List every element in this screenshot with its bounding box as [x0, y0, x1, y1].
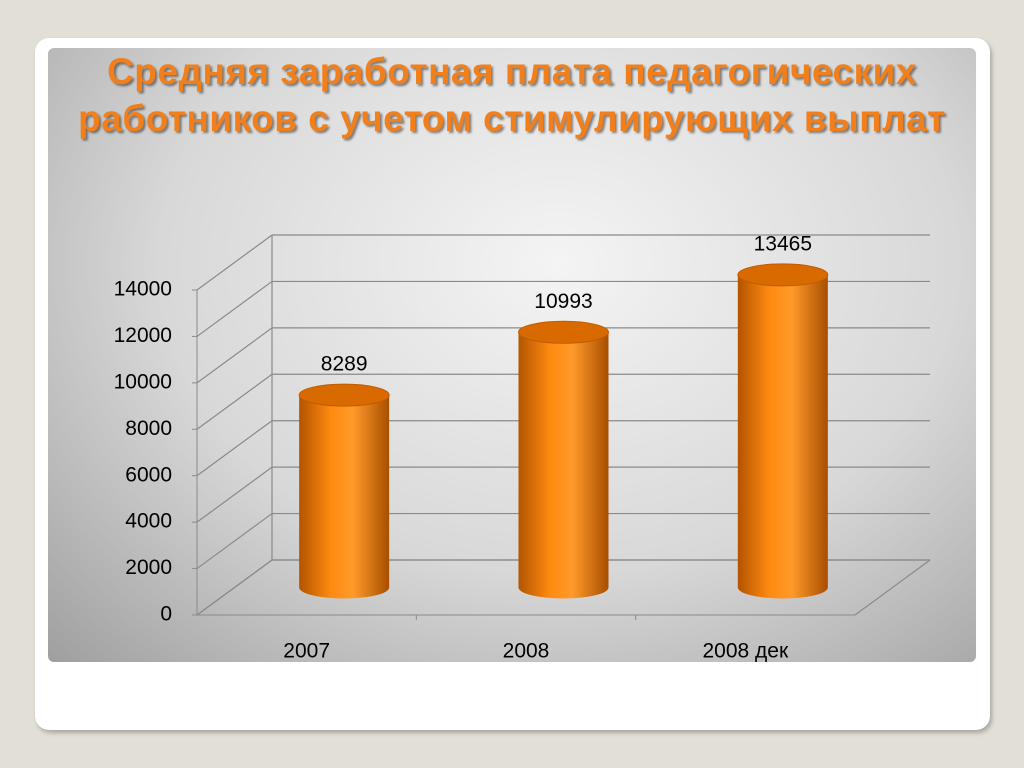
y-tick-label: 2000	[125, 556, 172, 579]
bar-top	[518, 320, 609, 344]
y-tick-label: 4000	[125, 510, 172, 533]
y-tick-label: 10000	[114, 370, 172, 393]
bar	[737, 274, 828, 599]
grid-line	[196, 327, 273, 384]
grid-line	[196, 420, 273, 477]
bar-top	[737, 263, 829, 287]
grid-line	[196, 280, 273, 337]
x-tick-label: 2008 дек	[702, 640, 788, 663]
y-tick-label: 6000	[125, 463, 172, 486]
bar	[518, 332, 609, 599]
y-tick-label: 12000	[114, 324, 172, 347]
chart-title: Средняя заработная плата педагогических …	[78, 51, 946, 139]
grid-line	[196, 513, 273, 570]
y-tick-label: 8000	[125, 417, 172, 440]
value-label: 8289	[321, 353, 368, 376]
bar	[299, 395, 390, 599]
value-label: 10993	[534, 290, 592, 313]
x-tick-label: 2007	[283, 640, 330, 663]
value-label: 13465	[754, 232, 812, 255]
grid-line	[196, 373, 273, 430]
y-tick-label: 0	[160, 603, 172, 626]
grid-line	[196, 559, 273, 616]
x-tick-label: 2008	[503, 640, 550, 663]
grid-line	[196, 234, 273, 291]
bar-top	[298, 383, 390, 407]
grid-line	[196, 466, 273, 523]
y-tick-label: 14000	[114, 278, 172, 301]
